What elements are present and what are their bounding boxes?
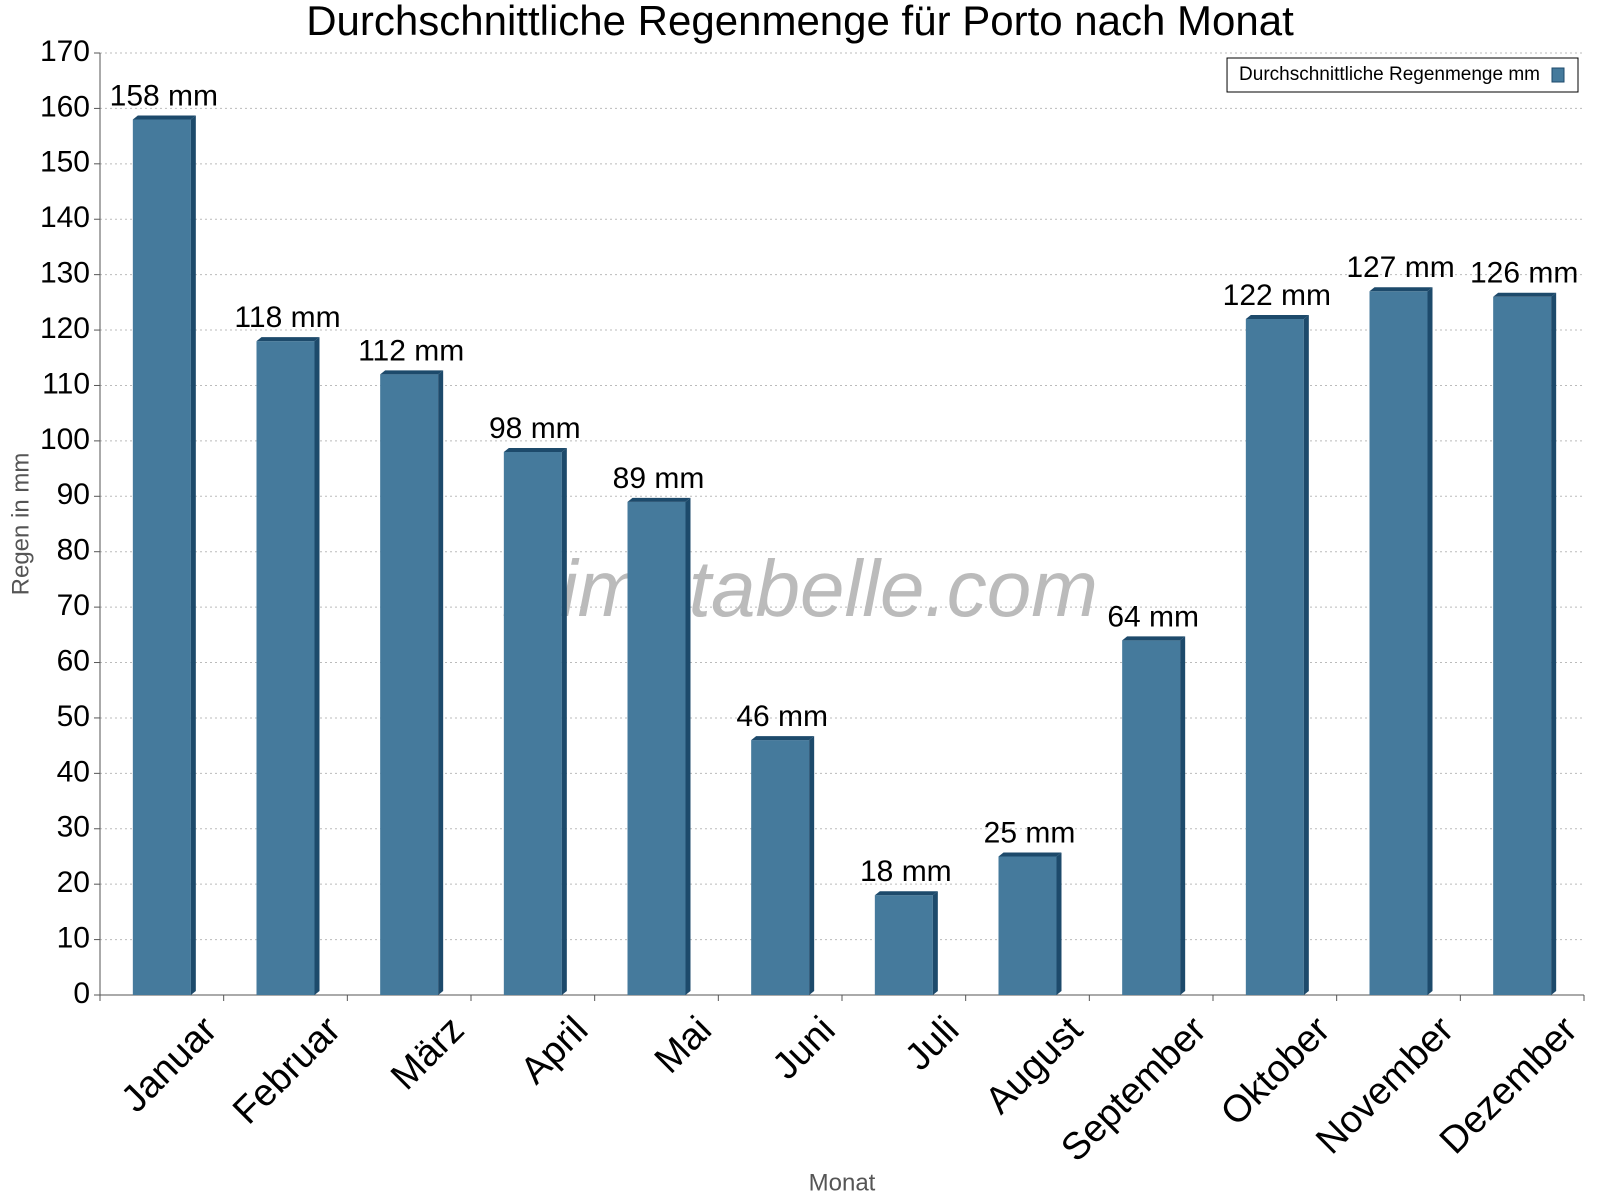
- y-tick-label: 130: [40, 257, 90, 290]
- bar: [503, 451, 562, 995]
- value-label: 18 mm: [860, 855, 952, 888]
- bar-side: [1180, 636, 1186, 995]
- watermark: klimatabelle.com: [502, 544, 1098, 633]
- bar-side: [1303, 314, 1309, 996]
- y-tick-label: 0: [73, 977, 90, 1010]
- chart-title: Durchschnittliche Regenmenge für Porto n…: [306, 0, 1294, 44]
- bar-side: [438, 370, 444, 995]
- y-tick-label: 110: [42, 367, 90, 400]
- bar-side: [1551, 292, 1557, 995]
- x-axis-label: Monat: [809, 1169, 876, 1196]
- value-label: 89 mm: [613, 462, 705, 495]
- value-label: 46 mm: [736, 700, 828, 733]
- value-label: 122 mm: [1223, 279, 1331, 312]
- bar-top: [627, 497, 691, 502]
- y-axis-label: Regen in mm: [7, 453, 34, 596]
- bar-side: [1056, 852, 1062, 995]
- legend: Durchschnittliche Regenmenge mm: [1226, 57, 1579, 93]
- value-label: 158 mm: [110, 79, 218, 112]
- bar: [1493, 296, 1552, 995]
- y-tick-label: 170: [40, 35, 90, 68]
- bar-top: [132, 115, 196, 120]
- value-label: 112 mm: [358, 334, 464, 367]
- value-label: 118 mm: [234, 301, 340, 334]
- legend-swatch: [1551, 67, 1565, 83]
- y-tick-label: 120: [40, 312, 90, 345]
- value-label: 25 mm: [984, 816, 1076, 849]
- y-tick-label: 70: [57, 589, 90, 622]
- bar-side: [561, 447, 567, 995]
- bar-side: [1427, 287, 1433, 995]
- bar-side: [685, 497, 691, 995]
- bar-side: [190, 115, 196, 995]
- bar-top: [1369, 287, 1433, 292]
- bar-top: [503, 447, 567, 452]
- bar: [627, 501, 686, 995]
- y-tick-label: 90: [57, 478, 90, 511]
- bar-side: [809, 736, 815, 995]
- y-tick-label: 150: [40, 146, 90, 179]
- legend-box: [1226, 57, 1579, 93]
- bar-side: [932, 891, 938, 995]
- bar-top: [1122, 636, 1186, 641]
- bar-top: [998, 852, 1062, 857]
- value-label: 64 mm: [1107, 600, 1199, 633]
- bar-top: [751, 736, 815, 741]
- y-tick-label: 60: [57, 644, 90, 677]
- y-tick-label: 40: [57, 755, 90, 788]
- y-tick-label: 50: [57, 700, 90, 733]
- bar-top: [874, 891, 938, 896]
- value-label: 98 mm: [489, 412, 581, 445]
- value-label: 126 mm: [1470, 257, 1578, 290]
- bar: [1369, 291, 1428, 995]
- y-tick-label: 100: [40, 423, 90, 456]
- bar-top: [380, 370, 444, 375]
- bar: [132, 119, 191, 995]
- value-label: 127 mm: [1346, 251, 1454, 284]
- bar: [998, 856, 1057, 995]
- bar-top: [1245, 314, 1309, 319]
- legend-label: Durchschnittliche Regenmenge mm: [1239, 64, 1540, 85]
- bar: [751, 740, 810, 995]
- bar-side: [314, 337, 320, 995]
- bar: [1245, 318, 1304, 996]
- bar-top: [256, 337, 320, 342]
- bar: [380, 374, 439, 995]
- bar: [1122, 640, 1181, 995]
- bar: [256, 341, 315, 995]
- bar-top: [1493, 292, 1557, 297]
- y-tick-label: 160: [40, 90, 90, 123]
- y-tick-label: 140: [40, 201, 90, 234]
- y-tick-label: 80: [57, 534, 90, 567]
- y-tick-label: 20: [57, 866, 90, 899]
- y-tick-label: 30: [57, 811, 90, 844]
- y-tick-label: 10: [57, 922, 90, 955]
- bar: [874, 895, 933, 995]
